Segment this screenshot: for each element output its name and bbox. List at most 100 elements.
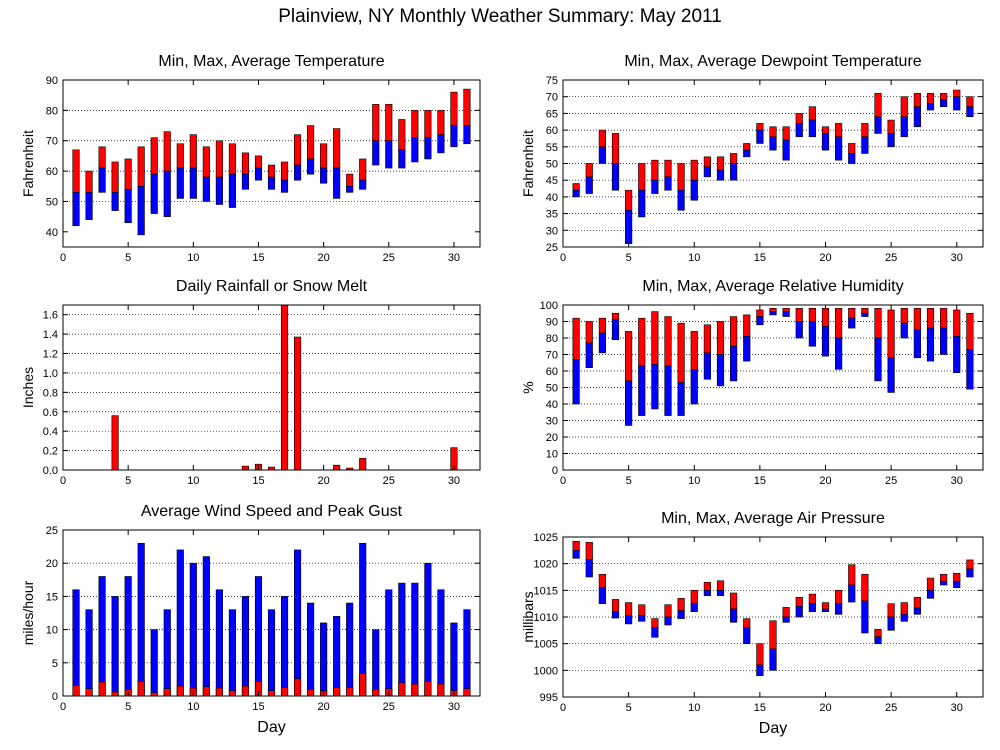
bar-red-day-19 [808,593,816,604]
bar-blue-day-16 [267,176,276,190]
bar-blue-day-9 [677,610,685,619]
bar-blue-day-6 [638,615,646,622]
bar-red-day-28 [424,681,432,697]
bar-blue-day-20 [821,608,830,612]
bar-red-day-8 [163,688,171,697]
x-tick-label: 25 [383,252,395,264]
bar-red-day-22 [848,564,856,586]
bar-blue-day-28 [424,137,432,160]
y-tick-label: 100 [540,300,558,312]
y-tick-label: 1000 [534,665,558,677]
x-tick-label: 30 [448,701,460,713]
bar-red-day-25 [887,309,895,359]
bar-blue-day-13 [228,173,236,208]
x-tick-label: 0 [60,475,66,487]
bar-red-day-22 [346,173,354,187]
bar-blue-day-23 [359,542,367,697]
x-tick-label: 5 [626,475,632,487]
y-tick-label: 0.8 [43,387,58,399]
bar-blue-day-7 [651,627,659,638]
bar-red-day-18 [795,307,803,322]
bar-red-day-20 [821,126,830,134]
bar-blue-day-29 [940,99,948,108]
bar-blue-day-7 [150,173,158,214]
x-tick-label: 5 [626,252,632,264]
y-tick-label: 0 [552,465,558,477]
bar-blue-day-4 [111,596,119,697]
bar-red-day-28 [926,93,935,104]
bar-red-day-14 [743,314,751,337]
bar-red-day-4 [611,312,620,321]
y-tick-label: 15 [46,591,58,603]
y-axis-label: miles/hour [20,580,36,645]
bar-blue-day-10 [189,167,197,199]
bar-red-day-6 [638,317,646,367]
bar-blue-day-6 [137,542,145,697]
bar-red-day-4 [111,161,119,193]
bar-blue-day-9 [677,189,685,211]
bar-red-day-15 [756,643,764,666]
bar-blue-day-30 [450,125,458,148]
bar-red-day-30 [953,572,961,582]
bar-red-day-3 [598,317,606,334]
bar-red-day-18 [795,596,803,607]
bar-blue-day-28 [926,327,935,362]
bar-blue-day-20 [821,133,830,151]
bar-blue-day-4 [611,611,620,619]
bar-red-day-18 [795,113,803,124]
bar-red-day-18 [294,678,302,697]
bar-blue-day-28 [926,103,935,111]
bar-red-day-20 [320,143,328,169]
bar-blue-day-11 [202,556,210,697]
bar-blue-day-15 [756,316,764,326]
bar-blue-day-21 [835,603,843,615]
bar-red-day-23 [861,574,869,602]
bar-red-day-10 [189,134,197,169]
chart-title: Min, Max, Average Air Pressure [661,510,885,527]
x-tick-label: 5 [125,252,131,264]
bar-blue-day-9 [677,382,685,416]
bar-red-day-1 [572,183,580,191]
bar-blue-day-24 [372,629,380,697]
bar-blue-day-13 [730,163,738,181]
bar-red-day-2 [585,321,593,344]
bar-red-day-23 [359,673,367,697]
x-tick-label: 10 [187,701,199,713]
bar-red-day-5 [625,602,633,616]
y-tick-label: 995 [540,692,558,704]
bar-red-day-31 [463,88,471,126]
bar-red-day-3 [598,129,606,148]
y-tick-label: 1005 [534,639,558,651]
x-tick-label: 10 [688,702,700,714]
y-tick-label: 20 [46,558,58,570]
bar-blue-day-15 [254,167,263,181]
bar-blue-day-30 [450,622,458,697]
bar-blue-day-3 [98,167,106,193]
y-tick-label: 1.6 [43,310,58,322]
bar-blue-day-27 [411,137,419,163]
bar-blue-day-10 [690,369,698,405]
y-tick-label: 60 [546,125,558,137]
bar-red-day-14 [241,465,249,471]
chart-humidity: 0 5 10 15 20 25 30 0 10 20 30 40 50 60 70 80 90 100 Min, M… [520,278,984,487]
bar-blue-day-7 [651,364,659,410]
bar-blue-day-24 [372,140,380,166]
bar-blue-day-12 [215,176,223,205]
bar-red-day-24 [874,628,882,638]
bar-red-day-3 [598,574,606,588]
x-tick-label: 30 [448,475,460,487]
bar-blue-day-31 [966,349,974,390]
bar-blue-day-10 [690,179,698,201]
bar-red-day-21 [333,464,341,471]
y-tick-label: 0.4 [43,426,58,438]
bar-blue-day-16 [769,136,777,151]
bar-red-day-5 [625,331,633,382]
chart-wind: 0 5 10 15 20 25 30 0 5 10 15 20 25 Average Wind Speed… [20,503,481,736]
bar-red-day-21 [835,590,843,604]
bar-blue-day-19 [808,119,816,138]
bar-blue-day-26 [398,149,406,169]
bar-red-day-23 [861,123,869,138]
bar-red-day-7 [150,137,158,175]
plot-frame [62,304,481,471]
bar-blue-day-17 [280,179,289,193]
